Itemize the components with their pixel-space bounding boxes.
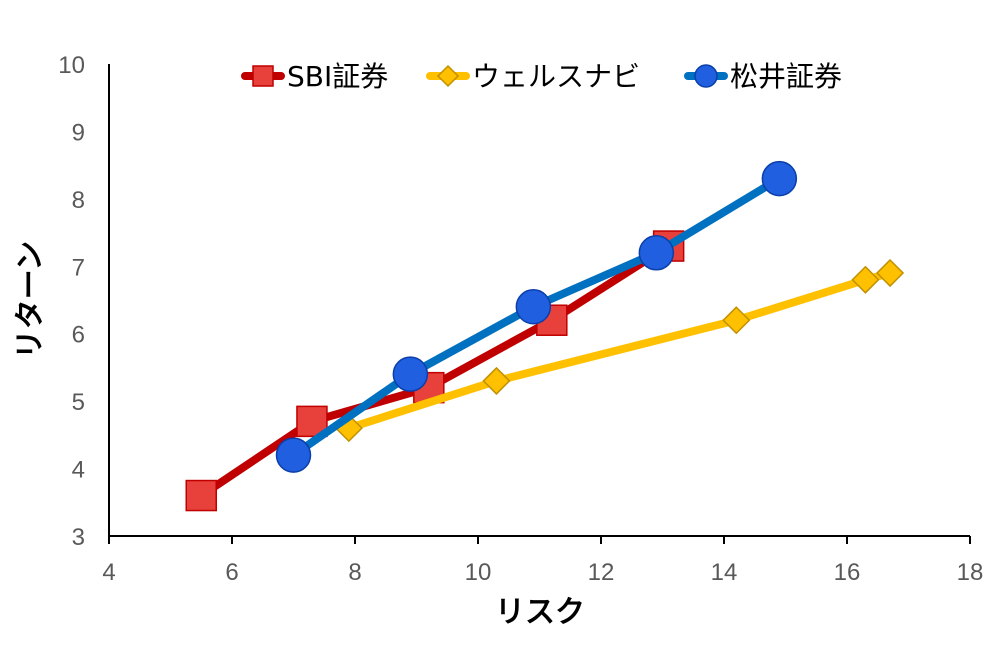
axes: [108, 64, 970, 537]
data-point: [482, 366, 511, 395]
series-1: [334, 258, 905, 443]
x-tick-label: 16: [834, 559, 861, 586]
x-tick-label: 14: [711, 559, 738, 586]
legend-item: SBI証券: [241, 60, 388, 93]
y-tick-label: 7: [72, 254, 85, 281]
legend-item: ウェルスナビ: [426, 60, 640, 93]
data-point: [851, 265, 880, 294]
x-tick-label: 6: [225, 559, 238, 586]
legend-item: 松井証券: [684, 60, 842, 93]
y-ticks: 3 4 5 6 7 8 9 10: [58, 52, 85, 551]
x-axis-title: リスク: [495, 595, 585, 630]
legend-marker: [694, 64, 718, 88]
series-2: [275, 160, 798, 473]
y-axis-title: リターン: [13, 241, 48, 360]
y-tick-label: 6: [72, 322, 85, 349]
x-ticks: 4 6 8 10 12 14 16 18: [102, 536, 983, 586]
data-point: [638, 235, 675, 271]
y-tick-label: 4: [72, 457, 85, 484]
x-tick-label: 8: [348, 559, 361, 586]
legend-label: ウェルスナビ: [472, 60, 640, 93]
legend-label: SBI証券: [287, 60, 388, 93]
data-point: [875, 258, 905, 288]
y-tick-label: 9: [72, 119, 85, 146]
data-point: [275, 437, 312, 473]
data-point: [722, 306, 751, 335]
legend-marker: [436, 64, 460, 88]
data-point: [515, 288, 552, 325]
y-tick-label: 8: [72, 187, 85, 214]
x-tick-label: 18: [957, 559, 984, 586]
data-point: [761, 160, 798, 197]
legend: SBI証券 ウェルスナビ 松井証券: [241, 60, 842, 93]
legend-label: 松井証券: [730, 60, 842, 93]
y-tick-label: 10: [58, 52, 85, 79]
y-tick-label: 5: [72, 389, 85, 416]
series-line: [197, 242, 673, 500]
legend-marker: [252, 65, 274, 87]
data-point: [392, 356, 429, 392]
x-tick-label: 12: [588, 559, 615, 586]
data-point: [185, 479, 217, 512]
x-tick-label: 10: [465, 559, 492, 586]
series-layer: [185, 160, 905, 512]
series-line: [344, 269, 895, 433]
x-tick-label: 4: [102, 559, 115, 586]
y-tick-label: 3: [72, 524, 85, 551]
